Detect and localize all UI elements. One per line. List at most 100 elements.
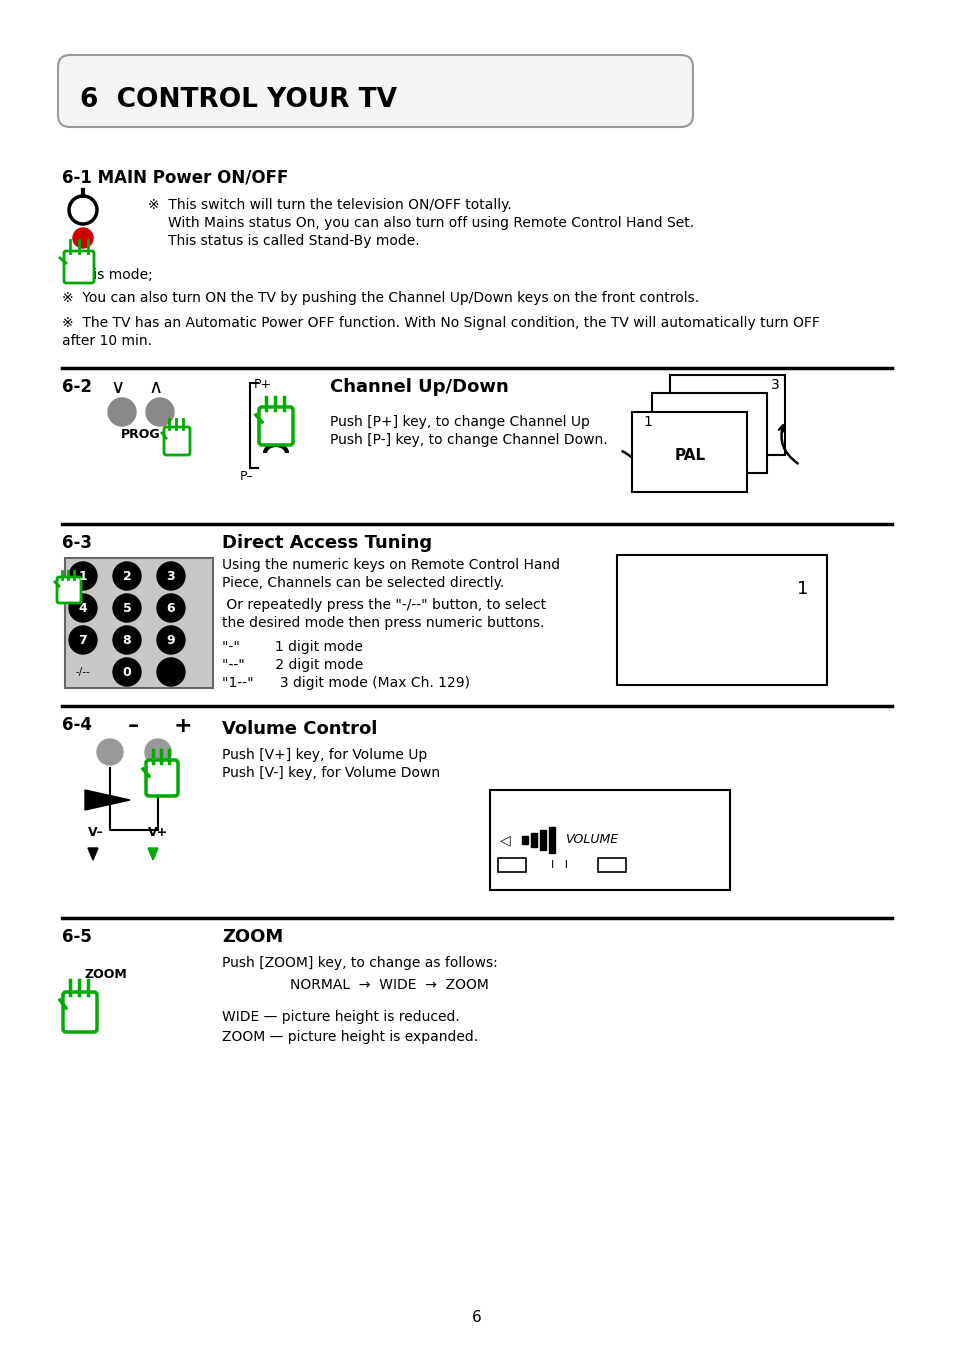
Text: 8: 8 [123,634,132,647]
Text: Push [P+] key, to change Channel Up: Push [P+] key, to change Channel Up [330,415,589,430]
FancyBboxPatch shape [64,251,94,282]
Text: 9: 9 [167,634,175,647]
Bar [521,836,527,844]
Circle shape [112,594,141,621]
Circle shape [112,626,141,654]
Text: ◁: ◁ [499,834,510,847]
Text: 3: 3 [167,570,175,582]
FancyBboxPatch shape [63,992,97,1032]
Text: ※  You can also turn ON the TV by pushing the Channel Up/Down keys on the front : ※ You can also turn ON the TV by pushing… [62,290,699,305]
Text: -/--: -/-- [75,667,91,677]
FancyBboxPatch shape [57,577,81,603]
Circle shape [145,739,171,765]
Circle shape [69,562,97,590]
Circle shape [108,399,136,426]
Text: 4: 4 [78,601,88,615]
Text: Using the numeric keys on Remote Control Hand: Using the numeric keys on Remote Control… [222,558,559,571]
Text: 6  CONTROL YOUR TV: 6 CONTROL YOUR TV [80,86,396,113]
Text: Direct Access Tuning: Direct Access Tuning [222,534,432,553]
Text: 2: 2 [753,396,761,409]
Text: ZOOM — picture height is expanded.: ZOOM — picture height is expanded. [222,1029,477,1044]
Text: Push [ZOOM] key, to change as follows:: Push [ZOOM] key, to change as follows: [222,957,497,970]
Text: This status is called Stand-By mode.: This status is called Stand-By mode. [168,234,419,249]
Text: 1: 1 [796,580,807,598]
Polygon shape [88,848,98,861]
Text: 6-1 MAIN Power ON/OFF: 6-1 MAIN Power ON/OFF [62,168,288,186]
Circle shape [73,228,92,249]
Text: Piece, Channels can be selected directly.: Piece, Channels can be selected directly… [222,576,504,590]
Bar [65,558,213,688]
Text: 6-3: 6-3 [62,534,91,553]
Text: 7: 7 [78,634,88,647]
Text: Push [V-] key, for Volume Down: Push [V-] key, for Volume Down [222,766,439,780]
Text: VOLUME: VOLUME [564,834,618,846]
Polygon shape [148,848,158,861]
Text: ZOOM: ZOOM [85,969,128,981]
Circle shape [112,562,141,590]
Text: ZOOM: ZOOM [222,928,283,946]
Text: ∧: ∧ [148,378,162,397]
Text: Push [V+] key, for Volume Up: Push [V+] key, for Volume Up [222,748,427,762]
Circle shape [69,626,97,654]
Text: 1: 1 [78,570,88,582]
Text: "-"        1 digit mode: "-" 1 digit mode [222,640,362,654]
Text: 0: 0 [123,666,132,678]
Text: 6-4: 6-4 [62,716,91,734]
FancyBboxPatch shape [164,427,190,455]
Text: 2: 2 [123,570,132,582]
Text: –: – [508,858,515,871]
Text: Volume Control: Volume Control [222,720,377,738]
Circle shape [157,562,185,590]
Text: "--"       2 digit mode: "--" 2 digit mode [222,658,363,671]
Polygon shape [85,790,130,811]
Text: P+: P+ [253,378,272,390]
Text: Channel Up/Down: Channel Up/Down [330,378,508,396]
Circle shape [146,399,173,426]
Text: WIDE — picture height is reduced.: WIDE — picture height is reduced. [222,1011,459,1024]
Circle shape [97,739,123,765]
Text: 6-5: 6-5 [62,928,91,946]
Text: I   I: I I [551,861,568,870]
Circle shape [112,658,141,686]
Text: 6-2: 6-2 [62,378,91,396]
Bar [490,790,729,890]
Text: Push [P-] key, to change Channel Down.: Push [P-] key, to change Channel Down. [330,434,607,447]
Text: ※  The TV has an Automatic Power OFF function. With No Signal condition, the TV : ※ The TV has an Automatic Power OFF func… [62,316,819,330]
Text: "1--"      3 digit mode (Max Ch. 129): "1--" 3 digit mode (Max Ch. 129) [222,676,470,690]
Text: V–: V– [88,825,104,839]
Bar [531,834,537,847]
Text: P–: P– [240,470,253,484]
FancyBboxPatch shape [58,55,692,127]
Text: Or repeatedly press the "-/--" button, to select: Or repeatedly press the "-/--" button, t… [222,598,545,612]
Bar [669,376,784,455]
Text: 1: 1 [642,415,651,430]
Circle shape [157,658,185,686]
Text: the desired mode then press numeric buttons.: the desired mode then press numeric butt… [222,616,544,630]
Text: PROG: PROG [121,428,161,440]
Bar [497,858,525,871]
Text: V+: V+ [148,825,168,839]
Text: 3: 3 [770,378,780,392]
Text: after 10 min.: after 10 min. [62,334,152,349]
Text: 6: 6 [472,1310,481,1325]
Text: With Mains status On, you can also turn off using Remote Control Hand Set.: With Mains status On, you can also turn … [168,216,694,230]
FancyBboxPatch shape [146,761,178,796]
Text: NORMAL  →  WIDE  →  ZOOM: NORMAL → WIDE → ZOOM [290,978,488,992]
Circle shape [157,594,185,621]
Text: –: – [128,716,139,736]
Bar [548,827,555,852]
Text: ※  This switch will turn the television ON/OFF totally.: ※ This switch will turn the television O… [148,199,511,212]
Bar [651,393,766,473]
Text: In this mode;: In this mode; [62,267,152,282]
Bar [631,412,746,492]
Text: +: + [605,858,618,871]
Text: 6: 6 [167,601,175,615]
FancyBboxPatch shape [258,407,293,444]
Text: 5: 5 [123,601,132,615]
Bar [598,858,625,871]
Bar [539,830,545,850]
Circle shape [157,626,185,654]
Circle shape [69,594,97,621]
Text: PAL: PAL [674,447,705,462]
Text: +: + [173,716,193,736]
